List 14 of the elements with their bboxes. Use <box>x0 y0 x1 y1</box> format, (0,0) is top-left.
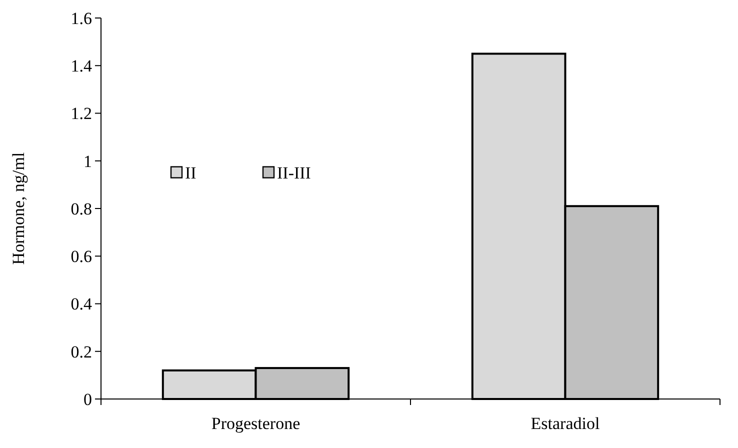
x-tick-label: Estaradiol <box>530 414 600 433</box>
legend-label: II <box>185 164 197 183</box>
y-tick-label: 1.6 <box>70 8 92 28</box>
x-tick-label: Progesterone <box>211 414 300 433</box>
y-tick-label: 1.2 <box>70 104 92 124</box>
y-tick-label: 0.2 <box>70 342 92 362</box>
y-tick-label: 0 <box>84 390 92 409</box>
y-tick-label: 1 <box>84 152 92 171</box>
y-tick-label: 1.4 <box>70 56 92 76</box>
y-tick-label: 0.8 <box>70 199 92 218</box>
y-tick-label: 0.6 <box>70 247 92 266</box>
y-axis-title: Hormone, ng/ml <box>9 152 28 265</box>
legend-label: II-III <box>277 164 312 183</box>
y-tick-label: 0.4 <box>70 294 92 314</box>
